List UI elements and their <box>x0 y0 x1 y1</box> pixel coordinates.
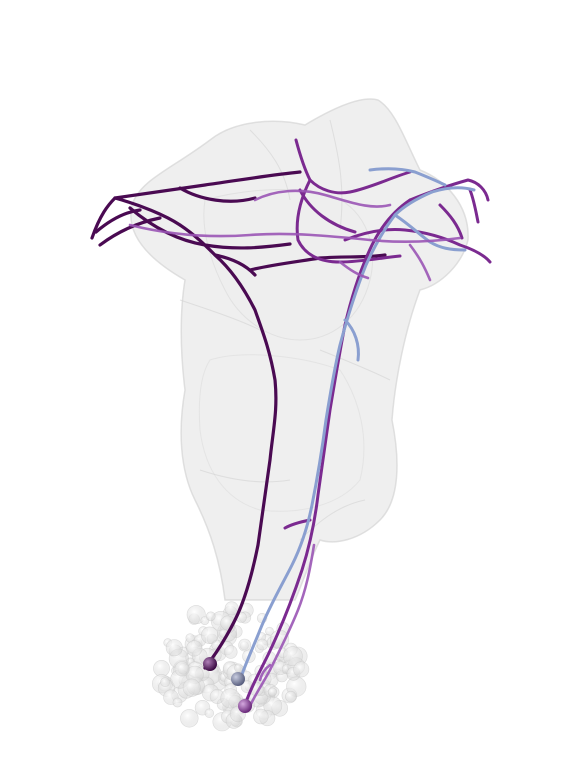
soma-sphere <box>234 663 243 673</box>
soma-sphere <box>238 638 252 652</box>
soma-sphere <box>186 640 203 657</box>
soma-sphere <box>265 626 274 636</box>
soma-marker-3 <box>238 699 252 713</box>
soma-marker-2 <box>231 672 245 686</box>
soma-markers <box>203 657 252 713</box>
soma-sphere <box>172 697 183 708</box>
soma-sphere <box>293 661 310 678</box>
soma-marker-1 <box>203 657 217 671</box>
soma-sphere <box>180 709 199 728</box>
soma-sphere <box>153 660 170 677</box>
soma-sphere <box>285 690 297 703</box>
soma-sphere <box>220 688 241 709</box>
soma-sphere <box>160 677 170 688</box>
soma-sphere <box>253 708 269 725</box>
neuron-4 <box>128 189 462 708</box>
soma-sphere <box>224 645 238 659</box>
soma-sphere <box>267 687 277 697</box>
soma-sphere <box>256 638 269 651</box>
soma-sphere <box>165 639 183 657</box>
soma-sphere <box>182 678 201 697</box>
soma-sphere <box>201 626 219 644</box>
soma-sphere <box>174 661 190 677</box>
soma-sphere <box>206 611 216 622</box>
soma-sphere <box>224 601 239 616</box>
soma-sphere <box>204 708 215 718</box>
soma-sphere-cloud <box>152 601 310 732</box>
soma-sphere <box>282 646 303 667</box>
